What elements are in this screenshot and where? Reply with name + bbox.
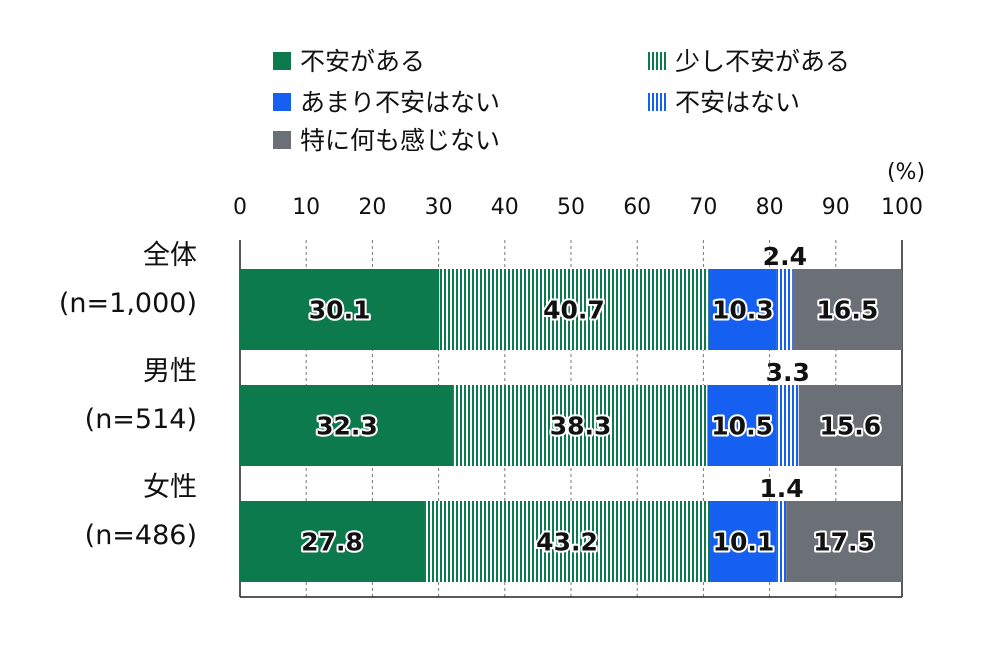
data-label: 3.3 bbox=[766, 358, 810, 387]
data-label: 30.1 bbox=[309, 296, 371, 325]
category-label: 男性 bbox=[143, 356, 197, 387]
legend-swatch bbox=[648, 93, 666, 111]
bar-segment bbox=[710, 501, 777, 582]
category-label: 全体 bbox=[143, 240, 197, 271]
data-label: 17.5 bbox=[813, 528, 875, 557]
data-label: 10.5 bbox=[711, 412, 773, 441]
x-tick-label: 0 bbox=[233, 195, 247, 220]
bars: 30.1 40.7 10.3 2.4 16.5 32.3 38.3 10.5 3.3 15.6 27… bbox=[240, 242, 902, 582]
bar-segment bbox=[708, 269, 777, 350]
bar-segment bbox=[453, 385, 708, 466]
data-label: 32.3 bbox=[316, 412, 378, 441]
data-label: 16.5 bbox=[817, 296, 879, 325]
legend-label: 特に何も感じない bbox=[300, 126, 500, 155]
x-tick-label: 80 bbox=[756, 195, 784, 220]
bar-segment bbox=[439, 269, 709, 350]
bar-segment bbox=[792, 269, 902, 350]
bar-segment bbox=[707, 385, 777, 466]
x-tick-label: 40 bbox=[491, 195, 519, 220]
data-label: 15.6 bbox=[820, 412, 882, 441]
x-tick-label: 70 bbox=[689, 195, 717, 220]
data-label: 1.4 bbox=[759, 474, 803, 503]
data-label: 38.3 bbox=[550, 412, 612, 441]
data-label: 10.3 bbox=[712, 296, 774, 325]
category-n-label: (n=514) bbox=[85, 404, 197, 435]
legend-label: あまり不安はない bbox=[300, 88, 500, 117]
bar-segment bbox=[776, 501, 787, 582]
x-tick-label: 10 bbox=[292, 195, 320, 220]
x-tick-label: 30 bbox=[425, 195, 453, 220]
legend-swatch bbox=[273, 93, 291, 111]
x-tick-label: 50 bbox=[557, 195, 585, 220]
bar-segment bbox=[786, 501, 902, 582]
bar-segment bbox=[798, 385, 902, 466]
legend-label: 不安がある bbox=[300, 47, 425, 76]
data-label: 10.1 bbox=[713, 528, 775, 557]
legend-label: 少し不安がある bbox=[675, 47, 850, 76]
category-n-label: (n=1,000) bbox=[59, 288, 197, 319]
category-labels: 全体 (n=1,000) 男性 (n=514) 女性 (n=486) bbox=[59, 240, 197, 551]
bar-segment bbox=[776, 269, 793, 350]
legend-swatch bbox=[273, 52, 291, 70]
x-tick-label: 60 bbox=[623, 195, 651, 220]
bar-segment bbox=[240, 501, 425, 582]
category-label: 女性 bbox=[143, 472, 197, 503]
bar-segment bbox=[424, 501, 711, 582]
bar-segment bbox=[240, 385, 454, 466]
data-label: 27.8 bbox=[301, 528, 363, 557]
data-label: 2.4 bbox=[763, 242, 807, 271]
legend-swatch bbox=[648, 52, 666, 70]
bar-segment bbox=[776, 385, 799, 466]
x-tick-label: 100 bbox=[881, 195, 923, 220]
x-tick-label: 90 bbox=[822, 195, 850, 220]
bar-segment bbox=[240, 269, 440, 350]
x-tick-label: 20 bbox=[358, 195, 386, 220]
legend-label: 不安はない bbox=[675, 88, 800, 117]
x-axis: 0 10 20 30 40 50 60 70 80 90 100 (%) bbox=[233, 160, 925, 220]
category-n-label: (n=486) bbox=[85, 520, 197, 551]
data-label: 40.7 bbox=[543, 296, 605, 325]
data-label: 43.2 bbox=[536, 528, 598, 557]
unit-label: (%) bbox=[887, 160, 925, 185]
legend-swatch bbox=[273, 131, 291, 149]
